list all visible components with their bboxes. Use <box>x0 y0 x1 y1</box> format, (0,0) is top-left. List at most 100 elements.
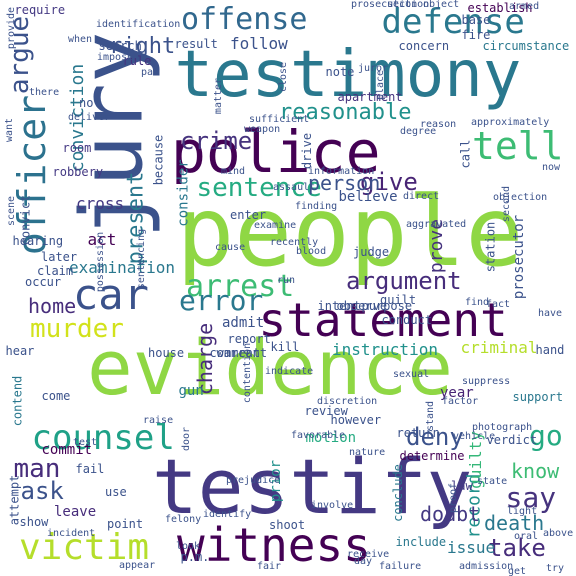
cloud-word: admit <box>222 315 265 331</box>
cloud-word: home <box>28 294 77 318</box>
cloud-word: reasonable <box>279 100 412 125</box>
cloud-word: law <box>451 479 473 493</box>
cloud-word: instruction <box>332 340 438 359</box>
cloud-word: judge <box>353 245 390 259</box>
cloud-word: person <box>308 171 381 195</box>
cloud-word: circumstance <box>482 39 570 53</box>
cloud-word: reason <box>420 119 457 130</box>
cloud-word: man <box>13 454 61 484</box>
cloud-word: examination <box>69 258 175 277</box>
cloud-word: convict <box>17 194 32 246</box>
cloud-word: test <box>73 437 98 448</box>
cloud-word: admission <box>459 561 514 572</box>
cloud-word: finding <box>295 201 338 212</box>
cloud-word: cross <box>76 194 125 213</box>
cloud-word: prosecutor <box>511 214 528 300</box>
cloud-word: juror <box>358 63 389 74</box>
cloud-word: prosecution <box>351 0 418 10</box>
cloud-word: say <box>505 481 557 514</box>
cloud-word: note <box>325 65 355 79</box>
cloud-word: establish <box>467 1 533 15</box>
cloud-word: possession <box>95 231 107 293</box>
cloud-word: apartment <box>337 90 403 104</box>
cloud-word: information <box>308 166 375 177</box>
cloud-word: stand <box>425 400 437 432</box>
cloud-word: right <box>109 34 176 59</box>
cloud-word: use <box>105 485 127 499</box>
cloud-word: show <box>19 515 49 529</box>
cloud-word: approximately <box>471 117 550 128</box>
cloud-word: deny <box>406 423 464 451</box>
cloud-word: argument <box>346 267 462 295</box>
cloud-word: place <box>375 69 387 101</box>
cloud-word: defense <box>381 2 525 42</box>
cloud-word: report <box>227 332 271 346</box>
cloud-word: testify <box>152 442 473 531</box>
cloud-word: factor <box>442 396 479 407</box>
cloud-word: warrant <box>216 346 268 360</box>
cloud-word: because <box>150 134 165 186</box>
cloud-word: criminal <box>460 338 538 357</box>
cloud-word: state <box>477 476 508 487</box>
cloud-word: discretion <box>317 396 378 407</box>
cloud-word: p.m. <box>180 550 210 564</box>
cloud-word: doubt <box>420 502 481 526</box>
cloud-word: hand <box>535 343 565 357</box>
cloud-word: direct <box>403 191 440 202</box>
cloud-word: want <box>4 117 16 143</box>
cloud-word: enter <box>230 208 267 222</box>
cloud-word: car <box>73 270 149 319</box>
cloud-word: know <box>511 459 560 483</box>
cloud-word: not <box>79 96 101 110</box>
cloud-word: evidence <box>87 323 454 412</box>
cloud-word: statement <box>258 293 508 347</box>
cloud-word: examine <box>254 220 297 231</box>
cloud-word: scene <box>6 195 18 227</box>
cloud-word: base <box>461 13 491 27</box>
cloud-word: favorable <box>291 430 346 441</box>
cloud-word: fact <box>486 299 511 310</box>
cloud-word: rule <box>122 54 152 68</box>
cloud-word: door <box>181 426 193 452</box>
cloud-word: call <box>457 139 472 169</box>
cloud-word: point <box>107 517 144 531</box>
cloud-word: leave <box>54 504 97 520</box>
cloud-word: sexual <box>393 369 430 380</box>
cloud-word: drive <box>300 132 315 170</box>
cloud-word: come <box>41 389 71 403</box>
cloud-word: crime <box>180 127 253 155</box>
cloud-word: now <box>542 162 561 173</box>
cloud-word: believe <box>338 189 398 205</box>
cloud-word: determine <box>399 449 465 463</box>
cloud-word: nature <box>349 447 386 458</box>
cloud-word: witness <box>177 518 371 572</box>
cloud-word: close <box>278 61 290 93</box>
cloud-word: there <box>29 87 60 98</box>
cloud-word: get <box>508 566 527 576</box>
cloud-word: receive <box>347 549 390 560</box>
cloud-word: comment <box>209 346 261 360</box>
cloud-word: concern <box>398 39 450 53</box>
cloud-word: assault <box>273 182 316 193</box>
cloud-word: intent <box>317 299 361 313</box>
cloud-word: follow <box>230 34 288 53</box>
cloud-word: fail <box>75 462 105 476</box>
cloud-word: try <box>546 563 565 574</box>
cloud-word: gun <box>178 383 204 399</box>
cloud-word: counsel <box>31 418 175 458</box>
cloud-word: identification <box>96 19 181 30</box>
cloud-word: victim <box>19 527 150 568</box>
cloud-word: aggravated <box>406 219 467 230</box>
cloud-word: year <box>440 385 474 401</box>
cloud-word: matter <box>213 77 225 115</box>
cloud-word: vehicle <box>453 431 496 442</box>
cloud-word: consider <box>175 159 192 227</box>
cloud-word: review <box>304 404 348 418</box>
cloud-word: armed <box>509 1 540 12</box>
cloud-word: second <box>501 185 513 223</box>
cloud-word: support <box>512 390 564 404</box>
cloud-word: room <box>62 141 92 155</box>
cloud-word: occur <box>25 275 62 289</box>
cloud-word: photograph <box>472 422 533 433</box>
